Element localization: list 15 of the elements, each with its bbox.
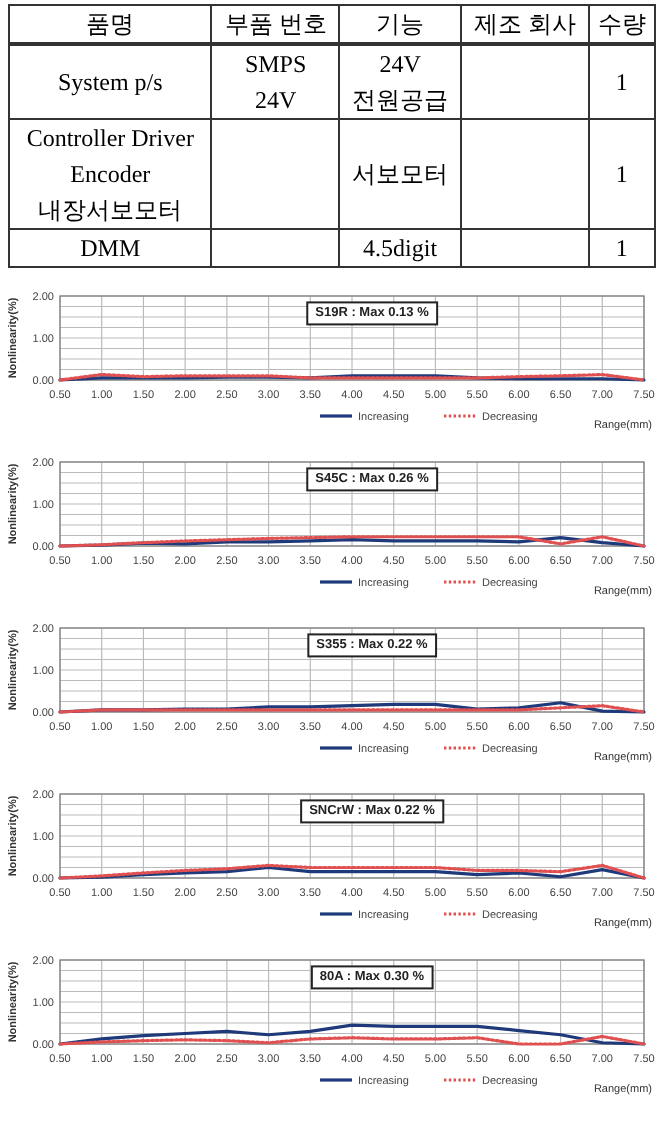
text: 1 xyxy=(615,68,628,96)
text: SMPS 24V xyxy=(244,50,307,114)
text: 1 xyxy=(615,234,628,262)
category-label: 제조 회사 xyxy=(460,5,589,44)
text: Controller Driver Encoder 내장서보모터 xyxy=(26,124,194,224)
category-label: 기능 xyxy=(339,5,461,44)
category-label: 품명 xyxy=(9,5,212,44)
category-label: 부품 번호 xyxy=(211,5,340,44)
text: System p/s xyxy=(57,68,163,96)
category-label: 수량 xyxy=(588,5,655,44)
text: 4.5digit xyxy=(363,234,438,262)
text: DMM xyxy=(80,234,141,262)
text: 1 xyxy=(615,160,628,188)
text: 24V 전원공급 xyxy=(352,50,449,114)
text: 서보모터 xyxy=(352,160,449,188)
